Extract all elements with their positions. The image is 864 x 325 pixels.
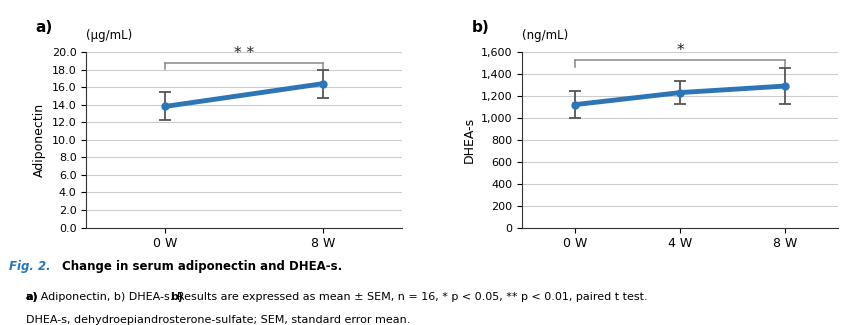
Text: DHEA-s, dehydroepiandrosterone-sulfate; SEM, standard error mean.: DHEA-s, dehydroepiandrosterone-sulfate; …	[26, 315, 410, 325]
Text: a): a)	[26, 292, 39, 303]
Text: (μg/mL): (μg/mL)	[86, 29, 133, 42]
Y-axis label: DHEA-s: DHEA-s	[462, 117, 475, 163]
Text: ) Adiponectin,: ) Adiponectin,	[50, 292, 135, 303]
Text: b): b)	[472, 20, 490, 35]
Text: a) Adiponectin, b) DHEA-s. Results are expressed as mean ± SEM, n = 16, * p < 0.: a) Adiponectin, b) DHEA-s. Results are e…	[26, 292, 647, 303]
Text: Change in serum adiponectin and DHEA-s.: Change in serum adiponectin and DHEA-s.	[62, 260, 342, 273]
Text: * *: * *	[234, 46, 254, 61]
Text: (ng/mL): (ng/mL)	[522, 29, 569, 42]
Text: Fig. 2.: Fig. 2.	[9, 260, 50, 273]
Text: a): a)	[36, 20, 53, 35]
Y-axis label: Adiponectin: Adiponectin	[34, 103, 47, 177]
Text: *: *	[677, 43, 684, 58]
Text: b): b)	[170, 292, 183, 303]
Text: a): a)	[26, 292, 39, 303]
